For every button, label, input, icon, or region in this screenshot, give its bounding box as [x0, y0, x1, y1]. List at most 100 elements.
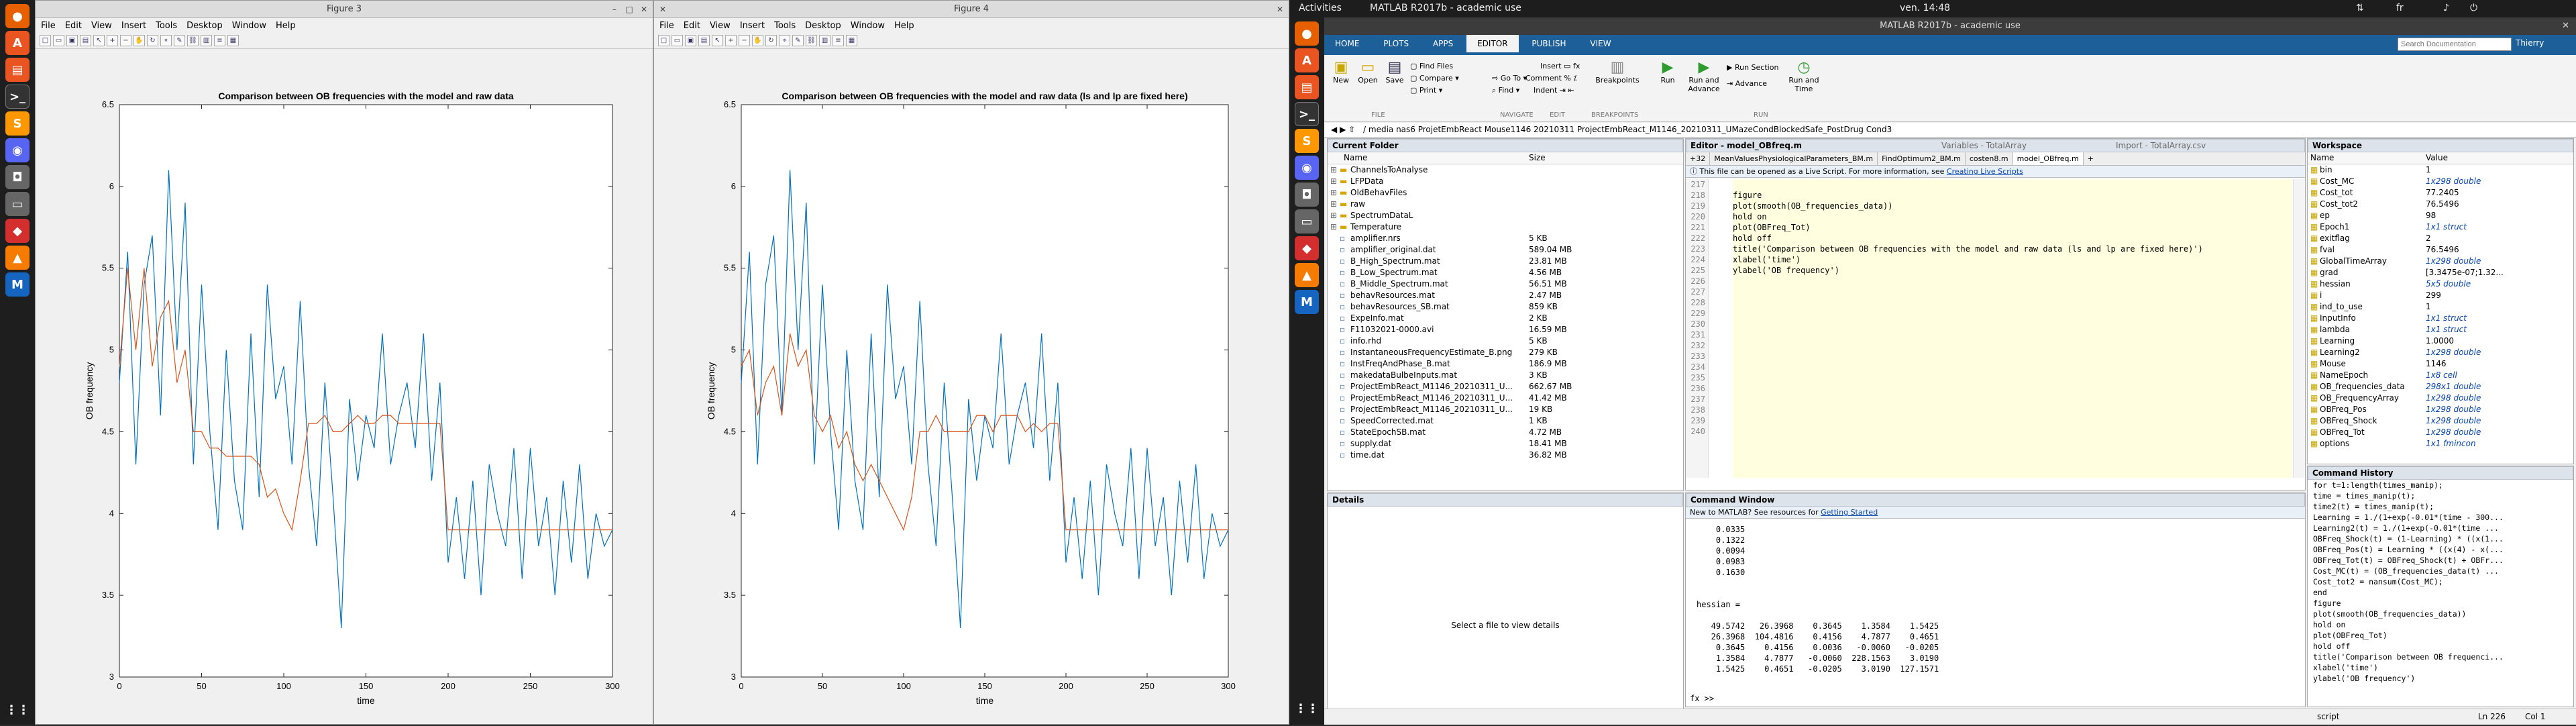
- folder-item[interactable]: ▫ B_Low_Spectrum.mat 4.56 MB: [1328, 267, 1683, 278]
- history-entry[interactable]: hold on: [2313, 620, 2346, 629]
- history-entry[interactable]: ylabel('OB frequency'): [2313, 674, 2416, 683]
- command-prompt[interactable]: fx >>: [1690, 694, 1715, 703]
- workspace-variable[interactable]: ▦ NameEpoch 1x8 cell: [2308, 370, 2573, 381]
- pan-icon[interactable]: ✋: [752, 35, 763, 46]
- col-value[interactable]: Value: [2426, 153, 2448, 162]
- menu-desktop[interactable]: Desktop: [186, 20, 223, 31]
- history-entry[interactable]: hold off: [2313, 641, 2351, 651]
- history-entry[interactable]: OBFreq_Tot(t) = OBFreq_Shock(t) + OBFr..…: [2313, 556, 2504, 565]
- folder-item[interactable]: ▫ InstFreqAndPhase_B.mat 186.9 MB: [1328, 358, 1683, 370]
- workspace-variable[interactable]: ▦ GlobalTimeArray 1x298 double: [2308, 256, 2573, 267]
- import-tab[interactable]: Import - TotalArray.csv: [2116, 141, 2206, 150]
- workspace-variable[interactable]: ▦ fval 76.5496: [2308, 244, 2573, 256]
- tab-view[interactable]: VIEW: [1590, 39, 1611, 48]
- workspace-variable[interactable]: ▦ Learning 1.0000: [2308, 335, 2573, 347]
- tab-overflow[interactable]: +32: [1686, 152, 1711, 165]
- rotate-icon[interactable]: ↻: [147, 35, 158, 46]
- back-icon[interactable]: ◀: [1331, 125, 1338, 134]
- code-line[interactable]: ylabel('OB frequency'): [1733, 266, 1839, 275]
- history-entry[interactable]: time = times_manip(t);: [2313, 491, 2416, 501]
- close-icon[interactable]: ✕: [640, 5, 648, 14]
- code-line[interactable]: title('Comparison between OB frequencies…: [1733, 244, 2203, 254]
- folder-up-icon[interactable]: ⇧: [1348, 125, 1356, 134]
- vlc-icon[interactable]: ▲: [1295, 263, 1319, 287]
- apps-grid-icon[interactable]: ⋮⋮: [5, 703, 30, 717]
- zoom-in-icon[interactable]: +: [725, 35, 737, 46]
- code-line[interactable]: [1733, 372, 2292, 383]
- workspace-variable[interactable]: ▦ grad [3.3475e-07;1.32...: [2308, 267, 2573, 278]
- matlab-icon[interactable]: M: [5, 272, 30, 297]
- folder-item[interactable]: ▫ F11032021-0000.avi 16.59 MB: [1328, 324, 1683, 335]
- folder-item[interactable]: ⊞ ▬ SpectrumDataL: [1328, 210, 1683, 221]
- close-icon[interactable]: ✕: [2562, 21, 2569, 31]
- print-icon[interactable]: ▤: [698, 35, 710, 46]
- folder-item[interactable]: ⊞ ▬ Temperature: [1328, 221, 1683, 233]
- find-files-button[interactable]: ▢ Find Files: [1410, 62, 1454, 70]
- files-icon[interactable]: ▤: [1295, 75, 1319, 99]
- workspace-variable[interactable]: ▦ bin 1: [2308, 164, 2573, 176]
- colorbar-icon[interactable]: ▥: [201, 35, 212, 46]
- col-name[interactable]: Name: [1344, 153, 1368, 162]
- matlab-icon[interactable]: M: [1295, 290, 1319, 314]
- open-button[interactable]: ▭ Open: [1358, 59, 1378, 85]
- history-entry[interactable]: Cost_MC(t) = (OB_frequencies_data(t) ...: [2313, 566, 2499, 576]
- menu-tools[interactable]: Tools: [774, 20, 796, 31]
- folder-item[interactable]: ▫ amplifier.nrs 5 KB: [1328, 233, 1683, 244]
- workspace-variable[interactable]: ▦ Epoch1 1x1 struct: [2308, 221, 2573, 233]
- code-line[interactable]: [1733, 362, 2292, 372]
- rotate-icon[interactable]: ↻: [765, 35, 777, 46]
- new-tab-icon[interactable]: +: [2087, 154, 2094, 163]
- pointer-icon[interactable]: ↖: [712, 35, 723, 46]
- network-icon[interactable]: ⇅: [2356, 3, 2364, 13]
- tab-apps[interactable]: APPS: [1432, 39, 1454, 48]
- code-line[interactable]: figure: [1733, 191, 1762, 200]
- folder-item[interactable]: ▫ ProjectEmbReact_M1146_20210311_U... 41.4…: [1328, 393, 1683, 404]
- code-line[interactable]: [1733, 405, 2292, 415]
- folder-item[interactable]: ▫ makedataBulbeInputs.mat 3 KB: [1328, 370, 1683, 381]
- save-icon[interactable]: ▣: [66, 35, 78, 46]
- language-indicator[interactable]: fr: [2396, 3, 2404, 13]
- folder-item[interactable]: ▫ InstantaneousFrequencyEstimate_B.png 279…: [1328, 347, 1683, 358]
- minimize-icon[interactable]: –: [612, 5, 616, 14]
- new-figure-icon[interactable]: □: [40, 35, 51, 46]
- advance-button[interactable]: ⇥ Advance: [1727, 79, 1768, 88]
- open-icon[interactable]: ▭: [53, 35, 64, 46]
- workspace-variable[interactable]: ▦ OBFreq_Pos 1x298 double: [2308, 404, 2573, 415]
- workspace-variable[interactable]: ▦ lambda 1x1 struct: [2308, 324, 2573, 335]
- tab-plots[interactable]: PLOTS: [1383, 39, 1409, 48]
- history-entry[interactable]: xlabel('time'): [2313, 663, 2378, 672]
- save-button[interactable]: ▤ Save: [1385, 59, 1404, 85]
- folder-item[interactable]: ▫ info.rhd 5 KB: [1328, 335, 1683, 347]
- folder-item[interactable]: ▫ supply.dat 18.41 MB: [1328, 438, 1683, 450]
- workspace-variable[interactable]: ▦ Learning2 1x298 double: [2308, 347, 2573, 358]
- code-line[interactable]: [1733, 179, 2292, 190]
- terminal-icon[interactable]: >_: [5, 85, 30, 109]
- run-button[interactable]: ▶ Run: [1660, 59, 1675, 85]
- run-section-button[interactable]: ▶ Run Section: [1727, 63, 1779, 72]
- workspace-variable[interactable]: ▦ InputInfo 1x1 struct: [2308, 313, 2573, 324]
- folder-item[interactable]: ⊞ ▬ LFPData: [1328, 176, 1683, 187]
- code-line[interactable]: [1733, 329, 2292, 340]
- link-icon[interactable]: ⛓: [187, 35, 199, 46]
- activities-button[interactable]: Activities: [1299, 3, 1342, 13]
- history-entry[interactable]: OBFreq_Shock(t) = (1-Learning) * ((x(1..…: [2313, 534, 2504, 543]
- variables-tab[interactable]: Variables - TotalArray: [1941, 141, 2027, 150]
- workspace-variable[interactable]: ▦ hessian 5x5 double: [2308, 278, 2573, 290]
- tab-editor[interactable]: EDITOR: [1466, 35, 1519, 52]
- history-entry[interactable]: time2(t) = times_manip(t);: [2313, 502, 2434, 511]
- address-bar[interactable]: ◀ ▶ ⇧ / media nas6 ProjetEmbReact Mouse1…: [1324, 123, 2576, 138]
- code-line[interactable]: [1733, 415, 2292, 426]
- folder-item[interactable]: ▫ B_Middle_Spectrum.mat 56.51 MB: [1328, 278, 1683, 290]
- workspace-variable[interactable]: ▦ Cost_MC 1x298 double: [2308, 176, 2573, 187]
- menu-edit[interactable]: Edit: [64, 20, 82, 31]
- goto-button[interactable]: ⇨ Go To ▾: [1492, 74, 1527, 83]
- apps-grid-icon[interactable]: ⋮⋮: [1295, 701, 1319, 716]
- workspace-variable[interactable]: ▦ Cost_tot 77.2405: [2308, 187, 2573, 199]
- folder-item[interactable]: ▫ SpeedCorrected.mat 1 KB: [1328, 415, 1683, 427]
- zoom-out-icon[interactable]: −: [120, 35, 131, 46]
- print-icon[interactable]: ▤: [80, 35, 91, 46]
- search-documentation-input[interactable]: [2398, 38, 2512, 51]
- indent-button[interactable]: Indent ⇥ ⇤: [1534, 86, 1574, 95]
- workspace-variable[interactable]: ▦ i 299: [2308, 290, 2573, 301]
- menu-desktop[interactable]: Desktop: [805, 20, 841, 31]
